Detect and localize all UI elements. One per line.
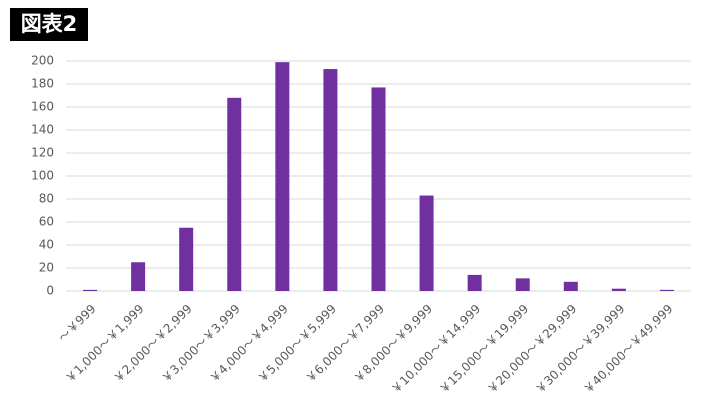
x-tick-label: ￥40,000～￥49,999 xyxy=(581,302,676,397)
x-tick-label: ￥15,000～￥19,999 xyxy=(437,302,532,397)
y-tick-label: 180 xyxy=(31,77,54,91)
y-tick-label: 40 xyxy=(39,238,54,252)
y-tick-label: 120 xyxy=(31,146,54,160)
y-tick-label: 200 xyxy=(31,54,54,68)
bar xyxy=(563,281,578,291)
x-tick-label: ￥10,000～￥14,999 xyxy=(389,302,484,397)
bar xyxy=(83,289,98,291)
y-tick-label: 140 xyxy=(31,123,54,137)
bar xyxy=(371,87,386,291)
bar xyxy=(323,69,338,291)
bar xyxy=(275,62,290,292)
y-tick-label: 20 xyxy=(39,261,54,275)
y-tick-label: 60 xyxy=(39,215,54,229)
x-tick-label: ￥20,000～￥29,999 xyxy=(485,302,580,397)
y-tick-label: 160 xyxy=(31,100,54,114)
bar xyxy=(131,262,146,291)
bar xyxy=(227,97,242,291)
bar xyxy=(467,274,482,291)
y-tick-label: 80 xyxy=(39,192,54,206)
bar xyxy=(515,278,530,291)
chart-title: 図表2 xyxy=(21,12,78,36)
title-box xyxy=(10,8,88,41)
bar xyxy=(179,227,194,291)
y-tick-label: 0 xyxy=(46,284,54,298)
y-tick-label: 100 xyxy=(31,169,54,183)
bar xyxy=(611,288,626,291)
x-tick-label: ￥30,000～￥39,999 xyxy=(533,302,628,397)
bar xyxy=(419,195,434,291)
x-tick-label: ～￥999 xyxy=(56,302,99,345)
bar xyxy=(659,289,674,291)
